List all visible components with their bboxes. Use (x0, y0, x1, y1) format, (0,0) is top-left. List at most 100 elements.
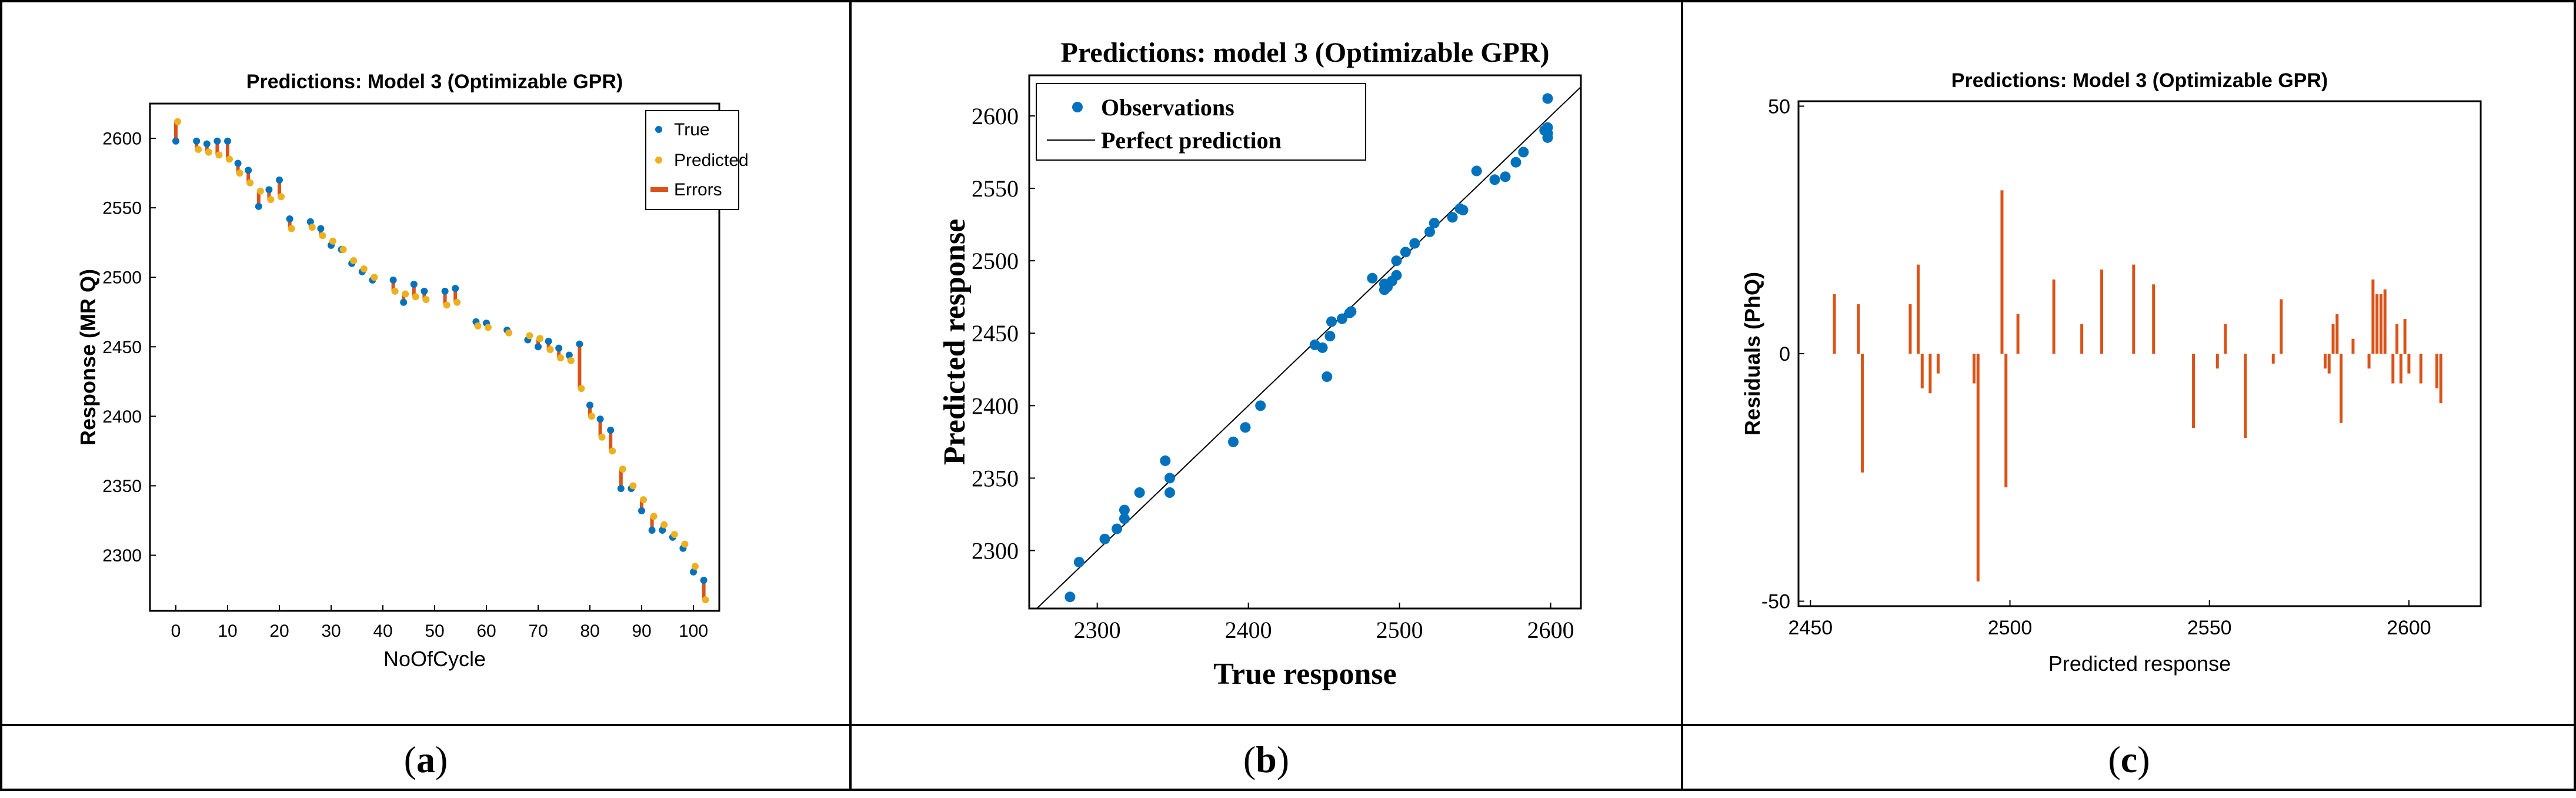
y-tick-label: -50 (1761, 590, 1790, 613)
predicted-point (536, 335, 543, 343)
observation-point (1099, 533, 1110, 544)
x-tick-label: 2400 (1225, 617, 1272, 643)
true-point (213, 137, 221, 145)
predicted-point (670, 531, 678, 538)
observation-point (1424, 226, 1436, 237)
predicted-point (267, 195, 275, 203)
observation-point (1542, 132, 1553, 143)
x-tick-label: 2500 (1376, 617, 1423, 643)
chart-b-legend: Observations Perfect prediction (1036, 83, 1366, 161)
y-tick-label: 2550 (102, 199, 142, 218)
predicted-point (236, 169, 243, 177)
x-tick-label: 0 (171, 621, 181, 641)
predicted-point (288, 225, 295, 232)
predicted-point (371, 274, 378, 281)
chart-a-y-label: Response (MR Q) (76, 269, 100, 445)
predicted-point (256, 187, 264, 195)
chart-b-x-label: True response (1213, 657, 1397, 691)
chart-b-true-vs-predicted: 2300 2400 2500 2600 2300 2350 2400 2450 2500 2550… (938, 37, 1582, 691)
predicted-point (485, 324, 492, 331)
true-point (306, 218, 314, 225)
plot-area (1797, 100, 2482, 607)
observation-point (1119, 513, 1130, 524)
true-point (576, 340, 583, 348)
observation-point (1542, 93, 1553, 104)
predicted-point (350, 257, 358, 264)
predicted-point (278, 193, 285, 201)
y-tick-label: 2300 (972, 538, 1019, 564)
predicted-point (391, 287, 399, 295)
predicted-point (546, 346, 554, 354)
y-tick-label: 2500 (102, 268, 142, 288)
observation-point (1367, 272, 1378, 284)
predicted-point (319, 232, 326, 240)
observation-point (1119, 504, 1130, 516)
y-tick-label: 50 (1768, 95, 1790, 118)
chart-c-x-label: Predicted response (2048, 651, 2231, 676)
y-tick-label: 2450 (102, 338, 142, 357)
predicted-point (702, 596, 709, 604)
predicted-point (567, 357, 575, 364)
observation-point (1134, 487, 1145, 498)
observation-point (1112, 523, 1123, 534)
observation-point (1324, 331, 1336, 342)
true-point (555, 344, 563, 352)
y-tick-label: 2350 (102, 477, 142, 496)
observation-point (1391, 270, 1402, 281)
true-point (400, 298, 408, 306)
y-tick-label: 2400 (102, 407, 142, 427)
observation-point (1240, 422, 1251, 433)
x-tick-label: 2500 (1988, 617, 2033, 639)
y-tick-label: 2550 (972, 175, 1019, 202)
x-tick-label: 10 (218, 621, 237, 641)
observation-point (1336, 313, 1347, 324)
x-tick-label: 2600 (1527, 617, 1574, 643)
observation-point (1322, 371, 1333, 383)
x-tick-label: 30 (321, 621, 341, 641)
legend-observations-marker (1072, 102, 1083, 112)
predicted-point (619, 466, 626, 473)
x-tick-label: 40 (373, 621, 392, 641)
true-point (265, 186, 273, 194)
panel-label-c: (c) (2108, 739, 2150, 780)
true-point (245, 167, 252, 174)
predicted-point (226, 155, 233, 163)
true-point (659, 527, 666, 534)
chart-a-legend: True Predicted Errors (645, 110, 749, 210)
legend-true-label: True (674, 120, 710, 139)
true-point (234, 159, 242, 167)
true-point (441, 287, 449, 295)
chart-a-title: Predictions: Model 3 (Optimizable GPR) (246, 71, 623, 93)
predicted-point (360, 265, 368, 273)
observation-point (1409, 238, 1420, 249)
x-tick-label: 100 (679, 621, 708, 641)
y-tick-label: 2600 (102, 129, 142, 149)
chart-b-y-label: Predicted response (938, 219, 972, 465)
observation-point (1073, 557, 1085, 568)
predicted-point (588, 413, 595, 420)
predicted-point (205, 148, 212, 156)
observation-point (1518, 147, 1529, 158)
true-point (193, 137, 201, 145)
true-point (203, 140, 211, 148)
legend-true-marker (655, 126, 662, 133)
predicted-point (402, 290, 409, 298)
chart-a-x-label: NoOfCycle (383, 647, 486, 671)
predicted-point (681, 540, 689, 548)
true-point (648, 527, 656, 534)
y-tick-label: 2350 (972, 465, 1019, 491)
chart-c-y-label: Residuals (PhQ) (1740, 272, 1764, 435)
predicted-point (453, 298, 461, 306)
true-point (276, 176, 283, 184)
true-point (535, 343, 542, 351)
x-tick-label: 2300 (1074, 617, 1121, 643)
true-point (607, 426, 615, 434)
predicted-point (422, 295, 430, 303)
y-tick-label: 2450 (972, 320, 1019, 347)
true-point (410, 281, 418, 288)
observation-point (1429, 218, 1440, 229)
predicted-point (578, 385, 585, 393)
